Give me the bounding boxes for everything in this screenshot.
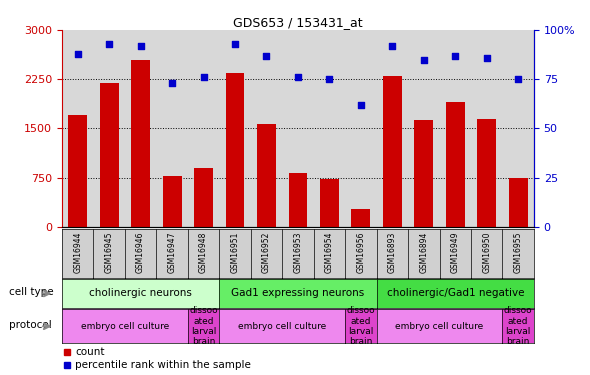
Point: [388, 43, 397, 49]
Point: [73, 51, 83, 57]
Text: count: count: [75, 346, 104, 357]
Text: dissoo
ated
larval
brain: dissoo ated larval brain: [504, 306, 533, 347]
Text: GSM16945: GSM16945: [104, 231, 114, 273]
Bar: [257, 123, 276, 227]
Point: [199, 74, 208, 80]
Text: GSM16956: GSM16956: [356, 231, 365, 273]
Point: [230, 41, 240, 47]
Text: GSM16894: GSM16894: [419, 231, 428, 273]
Bar: [320, 179, 339, 227]
Text: Gad1 expressing neurons: Gad1 expressing neurons: [231, 288, 365, 298]
Text: GSM16954: GSM16954: [325, 231, 334, 273]
Point: [168, 80, 177, 86]
Point: [262, 53, 271, 58]
Bar: [68, 116, 87, 227]
Title: GDS653 / 153431_at: GDS653 / 153431_at: [233, 16, 363, 29]
Text: GSM16955: GSM16955: [514, 231, 523, 273]
Bar: [100, 82, 119, 227]
Bar: [131, 60, 150, 227]
Text: GSM16893: GSM16893: [388, 231, 397, 273]
Text: embryo cell culture: embryo cell culture: [395, 322, 484, 331]
Text: cell type: cell type: [9, 287, 54, 297]
Point: [324, 76, 334, 82]
Point: [104, 41, 114, 47]
Text: cholinergic neurons: cholinergic neurons: [89, 288, 192, 298]
Text: embryo cell culture: embryo cell culture: [81, 322, 169, 331]
Text: dissoo
ated
larval
brain: dissoo ated larval brain: [346, 306, 375, 347]
Bar: [163, 176, 182, 227]
Text: GSM16948: GSM16948: [199, 231, 208, 273]
Text: dissoo
ated
larval
brain: dissoo ated larval brain: [189, 306, 218, 347]
Point: [451, 53, 460, 58]
Text: embryo cell culture: embryo cell culture: [238, 322, 326, 331]
Point: [293, 74, 303, 80]
Text: GSM16949: GSM16949: [451, 231, 460, 273]
Bar: [289, 173, 307, 227]
Point: [419, 57, 428, 63]
Bar: [352, 209, 371, 227]
Text: GSM16947: GSM16947: [168, 231, 176, 273]
Text: GSM16952: GSM16952: [262, 231, 271, 273]
Text: GSM16950: GSM16950: [482, 231, 491, 273]
Text: GSM16944: GSM16944: [73, 231, 82, 273]
Bar: [477, 118, 496, 227]
Bar: [446, 102, 465, 227]
Bar: [509, 178, 527, 227]
Bar: [414, 120, 433, 227]
Text: GSM16946: GSM16946: [136, 231, 145, 273]
Text: cholinergic/Gad1 negative: cholinergic/Gad1 negative: [386, 288, 524, 298]
Point: [356, 102, 366, 108]
Bar: [383, 76, 402, 227]
Bar: [194, 168, 213, 227]
Text: GSM16951: GSM16951: [231, 231, 240, 273]
Point: [513, 76, 523, 82]
Text: percentile rank within the sample: percentile rank within the sample: [75, 360, 251, 370]
Point: [136, 43, 145, 49]
Text: GSM16953: GSM16953: [293, 231, 303, 273]
Text: protocol: protocol: [9, 320, 52, 330]
Point: [482, 55, 491, 61]
Bar: [225, 73, 244, 227]
